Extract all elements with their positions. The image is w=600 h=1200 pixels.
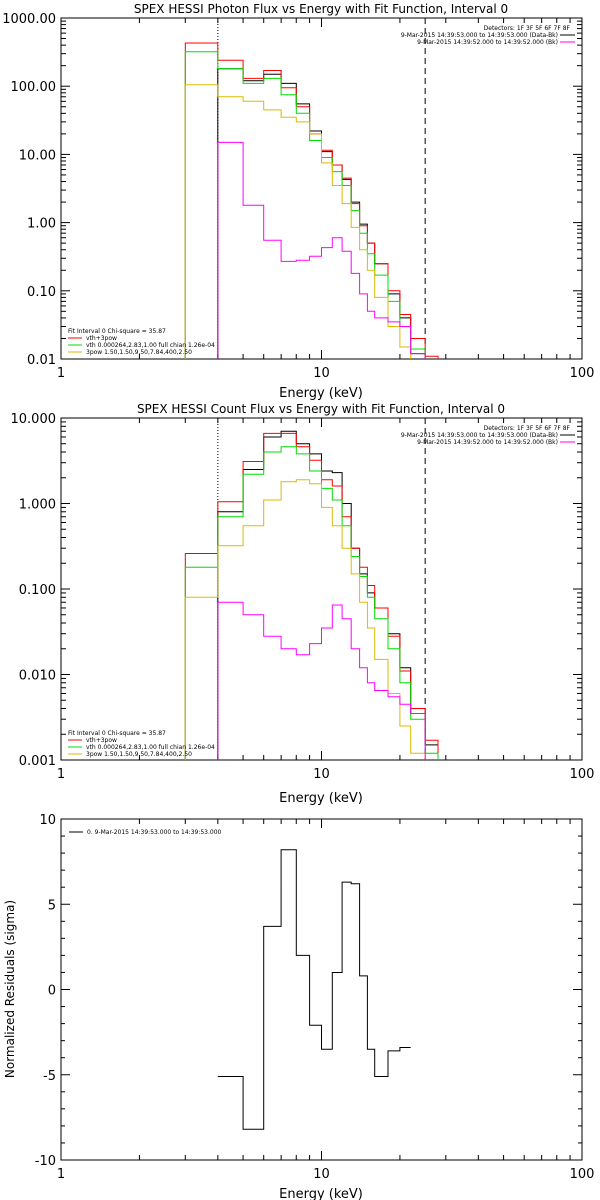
panel2-legend-bk: 9-Mar-2015 14:39:52.000 to 14:39:52.000 … <box>417 439 558 446</box>
y-tick-label: 5 <box>48 898 56 913</box>
panel2-xtick-labels: 1 10 100 <box>57 767 595 782</box>
series-line-2 <box>184 51 426 359</box>
panel2-axes <box>61 418 582 760</box>
panel2-legend-top-right: Detectors: 1F 3F 5F 6F 7F 8F 9-Mar-2015 … <box>401 425 575 446</box>
x-tick-label: 100 <box>570 366 595 381</box>
y-tick-label: 0.10 <box>27 285 56 300</box>
panel1-legend-bk: 9-Mar-2015 14:39:52.000 to 14:39:52.000 … <box>417 39 558 46</box>
x-tick-label: 1 <box>57 366 65 381</box>
y-tick-label: 1.000 <box>19 498 56 513</box>
x-tick-label: 1 <box>57 1167 65 1182</box>
y-tick-label: -5 <box>43 1069 56 1084</box>
panel1-legend-fit-header: Fit Interval 0 Chi-square = 35.87 <box>68 328 166 335</box>
y-tick-label: 0.01 <box>27 353 56 368</box>
panel1-vlines <box>217 18 426 359</box>
panel1-legend-3pow-label: 3pow 1.50,1.50,9.50,7.84,400,2.50 <box>86 349 192 356</box>
panel1-legend-detectors: Detectors: 1F 3F 5F 6F 7F 8F <box>484 25 571 32</box>
panel2-legend-fit-header: Fit Interval 0 Chi-square = 35.87 <box>68 730 166 737</box>
series-line-2 <box>184 446 439 760</box>
x-tick-label: 10 <box>313 1167 330 1182</box>
panel3-series <box>217 849 411 1130</box>
panel3-axes <box>61 819 582 1160</box>
panel2-legend-vth-label: vth 0.000264,2.83,1.00 full chian 1.26e-… <box>86 744 215 751</box>
panel2-series <box>184 430 439 760</box>
series-line-0 <box>217 68 426 359</box>
panel3-ylabel: Normalized Residuals (sigma) <box>3 900 17 1078</box>
y-tick-label: 1.00 <box>27 217 56 232</box>
panel3-xlabel: Energy (keV) <box>279 1187 363 1200</box>
panel1-series <box>184 42 439 359</box>
count-flux-panel: SPEX HESSI Count Flux vs Energy with Fit… <box>11 402 595 806</box>
series-line-4 <box>217 141 426 359</box>
panel2-legend-data-bk: 9-Mar-2015 14:39:53.000 to 14:39:53.000 … <box>401 432 558 439</box>
panel2-legend-detectors: Detectors: 1F 3F 5F 6F 7F 8F <box>484 425 571 432</box>
x-tick-label: 100 <box>570 1167 595 1182</box>
y-tick-label: 10 <box>39 813 56 828</box>
y-tick-label: -10 <box>35 1154 56 1169</box>
panel1-xtick-labels: 1 10 100 <box>57 366 595 381</box>
panel1-legend-vth-label: vth 0.000264,2.83,1.00 full chian 1.26e-… <box>86 342 215 349</box>
panel2-legend-fit-label: vth+3pow <box>86 737 117 744</box>
y-tick-label: 0.001 <box>19 754 56 769</box>
panel3-legend-label: 0. 9-Mar-2015 14:39:53.000 to 14:39:53.0… <box>87 829 222 836</box>
panel1-xlabel: Energy (keV) <box>279 386 363 401</box>
panel2-legend-bottom-left: Fit Interval 0 Chi-square = 35.87 vth+3p… <box>68 730 215 758</box>
y-tick-label: 10.000 <box>11 412 57 427</box>
panel2-title: SPEX HESSI Count Flux vs Energy with Fit… <box>137 402 505 416</box>
series-line-3 <box>184 84 412 359</box>
x-tick-label: 1 <box>57 767 65 782</box>
series-line-0 <box>217 849 411 1130</box>
panel3-xtick-labels: 1 10 100 <box>57 1167 595 1182</box>
y-tick-label: 0 <box>48 984 56 999</box>
panel1-legend-fit-label: vth+3pow <box>86 335 117 342</box>
y-tick-label: 0.010 <box>19 669 56 684</box>
y-tick-label: 100.00 <box>11 80 57 95</box>
series-line-3 <box>184 479 426 760</box>
panel3-frame <box>60 818 583 1161</box>
series-line-4 <box>217 601 426 760</box>
y-tick-label: 0.100 <box>19 583 56 598</box>
panel2-xlabel: Energy (keV) <box>279 791 363 806</box>
residuals-panel: 10 5 0 -5 -10 1 10 100 Energy (keV) Normalized… <box>3 813 594 1200</box>
panel3-legend: 0. 9-Mar-2015 14:39:53.000 to 14:39:53.0… <box>69 829 222 836</box>
x-tick-label: 100 <box>570 767 595 782</box>
y-tick-label: 10.00 <box>19 148 56 163</box>
photon-flux-panel: SPEX HESSI Photon Flux vs Energy with Fi… <box>2 2 594 401</box>
panel2-legend-3pow-label: 3pow 1.50,1.50,9.50,7.84,400,2.50 <box>86 751 192 758</box>
panel1-legend-data-bk: 9-Mar-2015 14:39:53.000 to 14:39:53.000 … <box>401 32 558 39</box>
panel1-axes <box>61 18 582 359</box>
x-tick-label: 10 <box>313 767 330 782</box>
panel1-ytick-labels: 1000.00 100.00 10.00 1.00 0.10 0.01 <box>2 12 56 368</box>
panel1-legend-bottom-left: Fit Interval 0 Chi-square = 35.87 vth+3p… <box>68 328 215 356</box>
panel1-legend-top-right: Detectors: 1F 3F 5F 6F 7F 8F 9-Mar-2015 … <box>401 25 575 46</box>
panel1-title: SPEX HESSI Photon Flux vs Energy with Fi… <box>134 2 508 16</box>
panel2-ytick-labels: 10.000 1.000 0.100 0.010 0.001 <box>11 412 57 769</box>
panel1-frame <box>60 17 583 360</box>
y-tick-label: 1000.00 <box>2 12 56 27</box>
series-line-0 <box>217 430 439 760</box>
x-tick-label: 10 <box>313 366 330 381</box>
panel3-ytick-labels: 10 5 0 -5 -10 <box>35 813 56 1169</box>
